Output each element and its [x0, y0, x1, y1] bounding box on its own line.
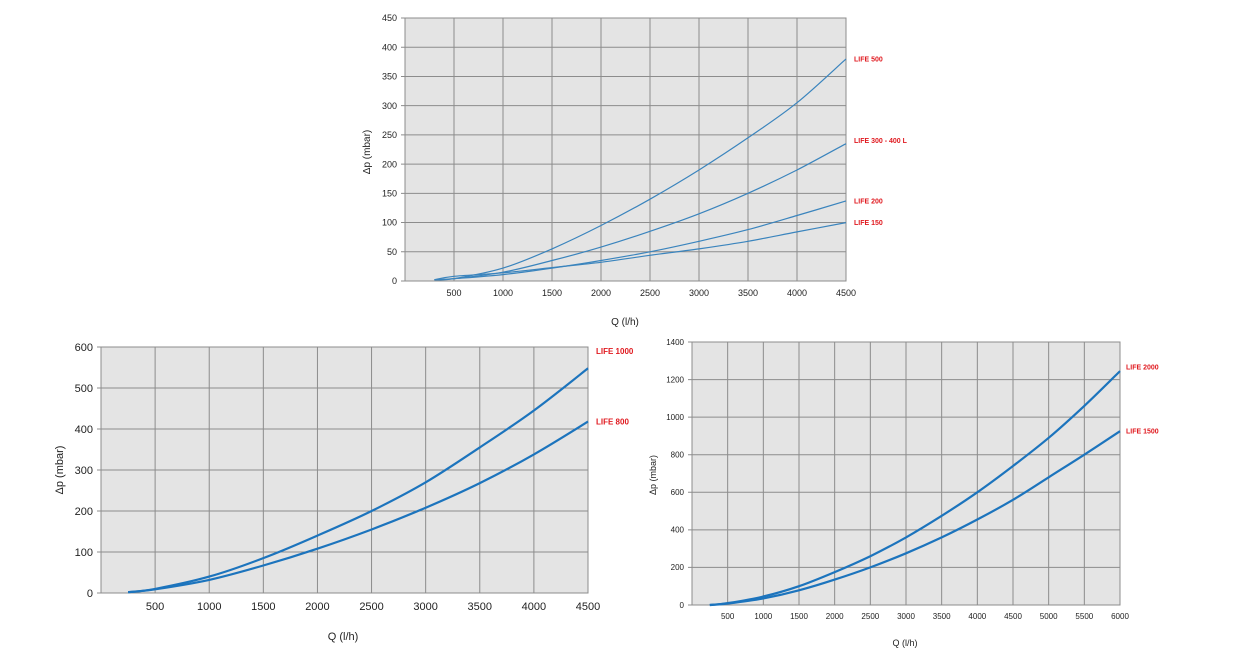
x-tick-label: 500 — [446, 288, 461, 298]
y-tick-label: 0 — [680, 601, 685, 610]
y-tick-label: 1000 — [666, 413, 684, 422]
y-tick-label: 1200 — [666, 375, 684, 384]
x-tick-label: 2500 — [861, 612, 879, 621]
series-line — [434, 200, 847, 281]
y-tick-label: 0 — [392, 276, 397, 286]
y-tick-label: 0 — [87, 588, 93, 600]
series-label: LIFE 200 — [854, 198, 883, 205]
x-tick-label: 2000 — [305, 601, 329, 613]
x-tick-label: 3500 — [738, 288, 758, 298]
series-line — [127, 420, 589, 594]
y-tick-label: 50 — [387, 247, 397, 257]
y-tick-label: 1400 — [666, 338, 684, 347]
x-axis-title: Q (l/h) — [892, 638, 917, 648]
series-line — [434, 222, 847, 281]
x-tick-label: 1000 — [493, 288, 513, 298]
y-tick-label: 400 — [382, 42, 397, 52]
x-axis-title: Q (l/h) — [611, 317, 639, 328]
y-tick-label: 300 — [75, 465, 93, 477]
plot-area — [404, 17, 847, 282]
y-tick-label: 500 — [75, 383, 93, 395]
y-tick-label: 200 — [671, 563, 685, 572]
x-tick-label: 3500 — [933, 612, 951, 621]
series-label: LIFE 1500 — [1126, 429, 1159, 436]
x-tick-label: 3000 — [689, 288, 709, 298]
y-tick-label: 800 — [671, 451, 685, 460]
series-line — [709, 430, 1121, 607]
series-label: LIFE 800 — [596, 417, 629, 426]
y-axis-title: Δp (mbar) — [362, 130, 373, 174]
x-tick-label: 1000 — [754, 612, 772, 621]
x-tick-label: 6000 — [1111, 612, 1129, 621]
x-tick-label: 2000 — [826, 612, 844, 621]
x-tick-label: 2500 — [359, 601, 383, 613]
y-tick-label: 600 — [671, 488, 685, 497]
x-tick-label: 5500 — [1075, 612, 1093, 621]
series-label: LIFE 300 - 400 L — [854, 138, 908, 145]
x-tick-label: 3000 — [897, 612, 915, 621]
x-tick-label: 2000 — [591, 288, 611, 298]
series-line — [127, 367, 589, 594]
x-tick-label: 4500 — [576, 601, 600, 613]
chart-top: 500 1000 1500 2000 2500 3000 3500 4000 4500 0 50 10… — [362, 13, 908, 328]
x-tick-label: 1500 — [251, 601, 275, 613]
y-tick-label: 600 — [75, 342, 93, 354]
series-line — [709, 370, 1121, 607]
y-tick-label: 250 — [382, 130, 397, 140]
x-tick-label: 1500 — [790, 612, 808, 621]
x-tick-label: 3000 — [413, 601, 437, 613]
x-tick-label: 500 — [146, 601, 164, 613]
y-tick-label: 350 — [382, 72, 397, 82]
y-tick-label: 100 — [382, 218, 397, 228]
x-tick-label: 4500 — [1004, 612, 1022, 621]
y-tick-label: 100 — [75, 547, 93, 559]
y-tick-label: 400 — [671, 526, 685, 535]
chart-bottom-right: 500 1000 1500 2000 2500 3000 3500 4000 4500 5000 5… — [648, 338, 1159, 648]
y-tick-label: 300 — [382, 101, 397, 111]
y-tick-label: 400 — [75, 424, 93, 436]
y-tick-label: 150 — [382, 188, 397, 198]
x-tick-label: 4000 — [968, 612, 986, 621]
x-tick-label: 2500 — [640, 288, 660, 298]
x-tick-label: 500 — [721, 612, 735, 621]
x-tick-label: 1500 — [542, 288, 562, 298]
x-axis-title: Q (l/h) — [328, 631, 359, 643]
y-axis-title: Δp (mbar) — [54, 446, 66, 495]
x-tick-label: 1000 — [197, 601, 221, 613]
series-line — [434, 143, 847, 281]
series-label: LIFE 2000 — [1126, 365, 1159, 372]
x-tick-label: 5000 — [1040, 612, 1058, 621]
series-label: LIFE 1000 — [596, 347, 634, 356]
x-tick-label: 4500 — [836, 288, 856, 298]
x-tick-label: 4000 — [522, 601, 546, 613]
y-axis-title: Δp (mbar) — [648, 455, 658, 495]
series-label: LIFE 500 — [854, 56, 883, 63]
x-tick-label: 4000 — [787, 288, 807, 298]
x-tick-label: 3500 — [468, 601, 492, 613]
y-tick-label: 200 — [75, 506, 93, 518]
y-tick-label: 450 — [382, 13, 397, 23]
y-tick-label: 200 — [382, 159, 397, 169]
series-label: LIFE 150 — [854, 220, 883, 227]
chart-bottom-left: 500 1000 1500 2000 2500 3000 3500 4000 4500 0 100 2… — [54, 342, 634, 643]
